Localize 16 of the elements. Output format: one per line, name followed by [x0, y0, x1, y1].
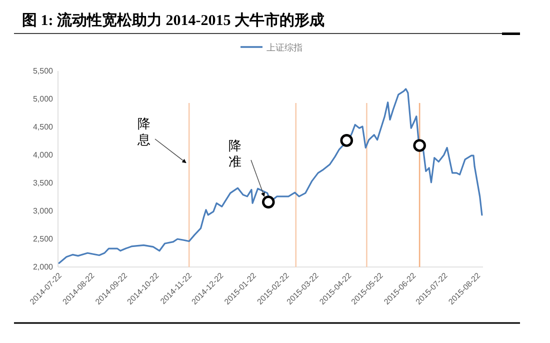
point [413, 139, 426, 152]
y-tick-label: 3,500 [32, 178, 54, 188]
annotation: 降息 [136, 116, 150, 147]
y-tick-label: 4,500 [32, 122, 54, 132]
line-series [58, 88, 483, 264]
y-tick-label: 2,000 [32, 262, 54, 272]
y-tick-label: 2,500 [32, 234, 54, 244]
y-tick-label: 5,500 [32, 66, 54, 76]
chart-title: 图 1: 流动性宽松助力 2014-2015 大牛市的形成 [22, 11, 324, 29]
legend-label: 上证综指 [266, 42, 302, 52]
point [340, 134, 354, 147]
point [262, 196, 275, 208]
y-tick-label: 4,000 [32, 150, 54, 160]
y-tick-label: 5,000 [32, 94, 54, 104]
annotation: 降准 [228, 138, 242, 169]
y-tick-label: 3,000 [32, 206, 54, 216]
